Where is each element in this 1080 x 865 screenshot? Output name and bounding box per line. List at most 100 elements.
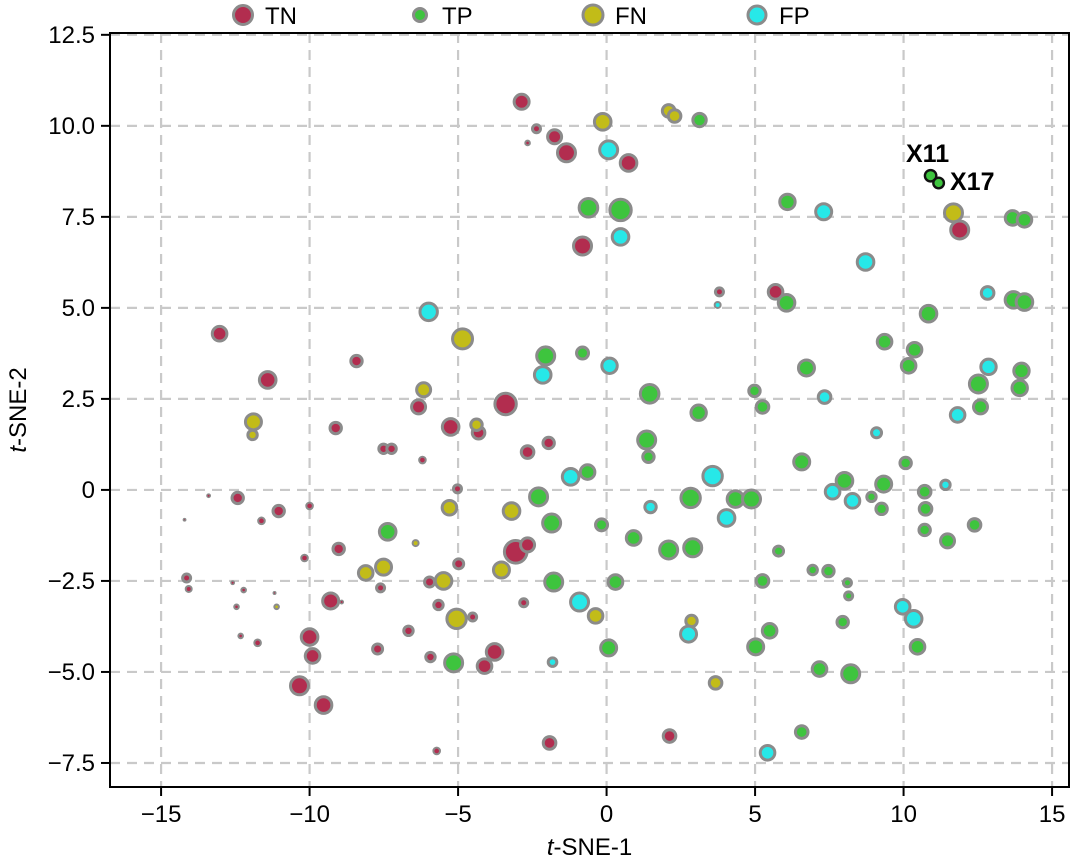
data-point-fp [948,406,967,424]
data-point-tn [475,657,494,675]
y-tick-label: 2.5 [62,386,95,413]
data-point-tn [184,584,193,593]
data-point-tn [949,219,971,241]
y-tick-label: 12.5 [48,22,95,49]
data-point-fn [433,571,454,591]
data-point-tp [528,486,550,508]
data-point-tp [810,660,829,678]
data-point-tn [271,503,286,519]
data-point-tp [916,483,933,500]
x-tick-label: −5 [444,801,471,828]
data-point-tn [321,591,341,611]
legend-label-fn: FN [615,3,647,30]
x-tick-label: −10 [289,801,330,828]
x-tick-label: 15 [1039,801,1066,828]
data-point-tn [331,541,346,557]
legend-label-tp: TP [442,3,473,30]
data-point-fn [666,108,683,124]
data-point-tn [233,603,240,611]
data-point-tn [713,286,725,298]
data-point-tp [917,501,934,517]
y-axis-label: t-SNE-2 [5,367,32,452]
data-point-tn [206,493,212,499]
data-point-tn [303,647,322,665]
data-point-tn [349,353,364,369]
data-point-tn [530,123,542,135]
data-point-tp [899,356,918,375]
data-point-fp [823,482,842,501]
data-point-fp [843,492,862,510]
x-tick-label: 5 [748,801,761,828]
data-point-tp [939,532,957,550]
data-point-tn [181,572,193,584]
data-point-tn [288,675,310,697]
data-point-tn [541,435,556,451]
data-point-fp [418,301,439,323]
data-point-tp [778,192,797,212]
data-point-tn [230,490,245,506]
data-point-fp [979,285,996,301]
data-point-fp [560,467,581,487]
data-point-tn [299,627,320,647]
data-point-tn [618,153,639,173]
data-point-tn [541,735,558,751]
data-point-tp [834,471,855,491]
data-point-tn [300,553,309,563]
y-tick-label: −2.5 [48,568,95,595]
data-point-tp [578,463,597,481]
data-point-tn [375,582,387,594]
data-point-tp [638,382,661,405]
data-point-tp [606,573,625,591]
data-point-tp [608,197,633,223]
legend-marker-fn [581,3,605,27]
data-point-fn [942,202,964,224]
data-point-tn [512,92,531,111]
data-point-tp [821,563,836,579]
data-point-tp [594,517,610,533]
data-point-tp [682,537,704,559]
y-tick-label: −5.0 [48,659,95,686]
data-point-tn [328,420,343,436]
data-point-tp [835,614,850,630]
data-point-tp [577,196,600,219]
data-point-tp [746,637,766,657]
legend-label-tn: TN [265,3,297,30]
y-tick-label: −7.5 [48,750,95,777]
data-point-tp [796,358,816,378]
data-point-fn [411,539,420,548]
data-point-fn [246,428,259,442]
data-point-tn [451,483,463,495]
data-point-tn [484,642,505,662]
data-point-fn [586,607,605,625]
annotated-point-x11 [923,168,938,183]
data-point-tn [423,575,437,589]
data-point-tp [575,345,591,361]
data-point-tn [467,611,479,623]
data-point-tn [766,283,785,301]
data-point-tp [1015,210,1034,229]
data-point-fn [440,498,459,517]
data-point-fn [356,564,375,582]
legend-marker-tp [412,7,428,23]
data-point-tn [240,586,247,594]
data-point-tn [518,597,530,609]
legend-marker-fp [746,4,768,26]
data-point-tp [689,403,708,422]
data-point-fp [870,426,884,440]
data-point-fn [491,560,511,580]
annotation-label-x17: X17 [950,168,994,196]
data-point-tp [543,571,565,593]
y-tick-label: 5.0 [62,295,95,322]
data-point-fp [532,365,553,385]
data-point-tp [806,563,819,577]
data-point-tn [253,638,262,648]
data-point-tp [840,663,862,685]
data-point-tn [546,128,564,146]
x-axis-label: t-SNE-1 [547,834,632,861]
data-point-tn [313,695,334,715]
data-point-tp [917,522,932,538]
legend-marker-tn [232,4,254,26]
data-point-fp [979,357,998,377]
data-point-fp [600,356,619,375]
data-point-tp [741,488,763,510]
